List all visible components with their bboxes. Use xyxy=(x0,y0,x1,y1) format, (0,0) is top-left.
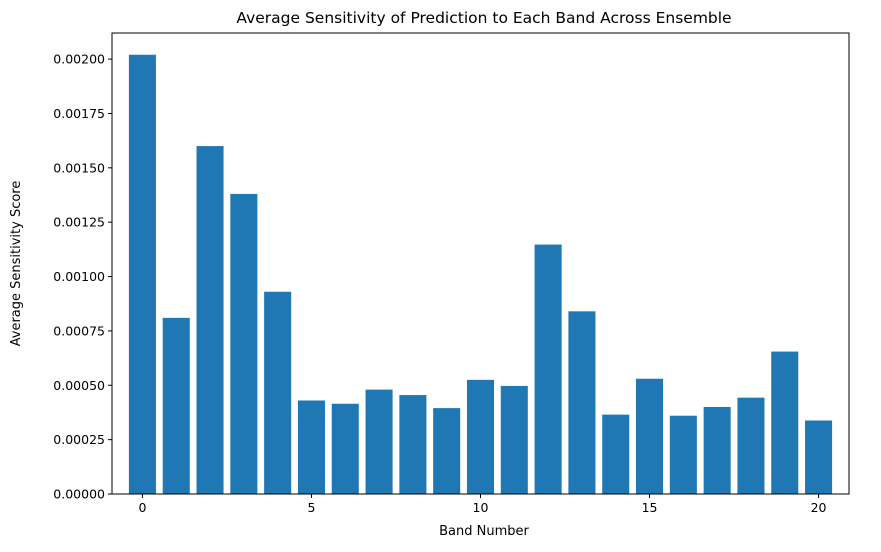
y-tick-label: 0.00175 xyxy=(53,106,105,121)
y-axis-title: Average Sensitivity Score xyxy=(9,181,24,347)
bar-14 xyxy=(602,414,630,494)
bar-19 xyxy=(771,351,799,494)
bar-9 xyxy=(433,408,461,494)
y-tick-label: 0.00025 xyxy=(53,432,105,447)
x-tick-label: 10 xyxy=(473,500,489,515)
bar-0 xyxy=(128,54,156,495)
bar-7 xyxy=(365,389,393,494)
y-tick-label: 0.00200 xyxy=(53,52,105,67)
bar-6 xyxy=(331,403,359,494)
x-tick-label: 5 xyxy=(307,500,315,515)
chart-title: Average Sensitivity of Prediction to Eac… xyxy=(236,9,731,27)
bar-8 xyxy=(399,395,427,494)
bar-3 xyxy=(230,193,258,494)
bar-15 xyxy=(636,378,664,494)
y-axis: 0.00000 0.00025 0.00050 0.00075 0.00100 0.001… xyxy=(53,52,112,502)
bar-2 xyxy=(196,146,224,494)
x-tick-label: 20 xyxy=(811,500,827,515)
bar-18 xyxy=(737,397,765,494)
x-axis-title: Band Number xyxy=(439,524,529,539)
y-tick-label: 0.00050 xyxy=(53,378,105,393)
bar-13 xyxy=(568,311,596,494)
bars-group xyxy=(128,54,833,495)
x-tick-label: 15 xyxy=(642,500,658,515)
bar-16 xyxy=(669,415,697,494)
bar-12 xyxy=(534,244,562,494)
y-tick-label: 0.00000 xyxy=(53,487,105,502)
bar-20 xyxy=(805,420,833,494)
y-tick-label: 0.00125 xyxy=(53,215,105,230)
bar-10 xyxy=(466,379,495,494)
bar-4 xyxy=(264,291,292,494)
bar-17 xyxy=(703,407,731,494)
bar-1 xyxy=(162,317,190,494)
y-tick-label: 0.00150 xyxy=(53,160,105,175)
bar-11 xyxy=(500,385,528,494)
y-tick-label: 0.00075 xyxy=(53,323,105,338)
x-tick-label: 0 xyxy=(138,500,146,515)
x-axis: 0 5 10 15 20 xyxy=(138,494,827,515)
bar-5 xyxy=(297,400,325,494)
y-tick-label: 0.00100 xyxy=(53,269,105,284)
